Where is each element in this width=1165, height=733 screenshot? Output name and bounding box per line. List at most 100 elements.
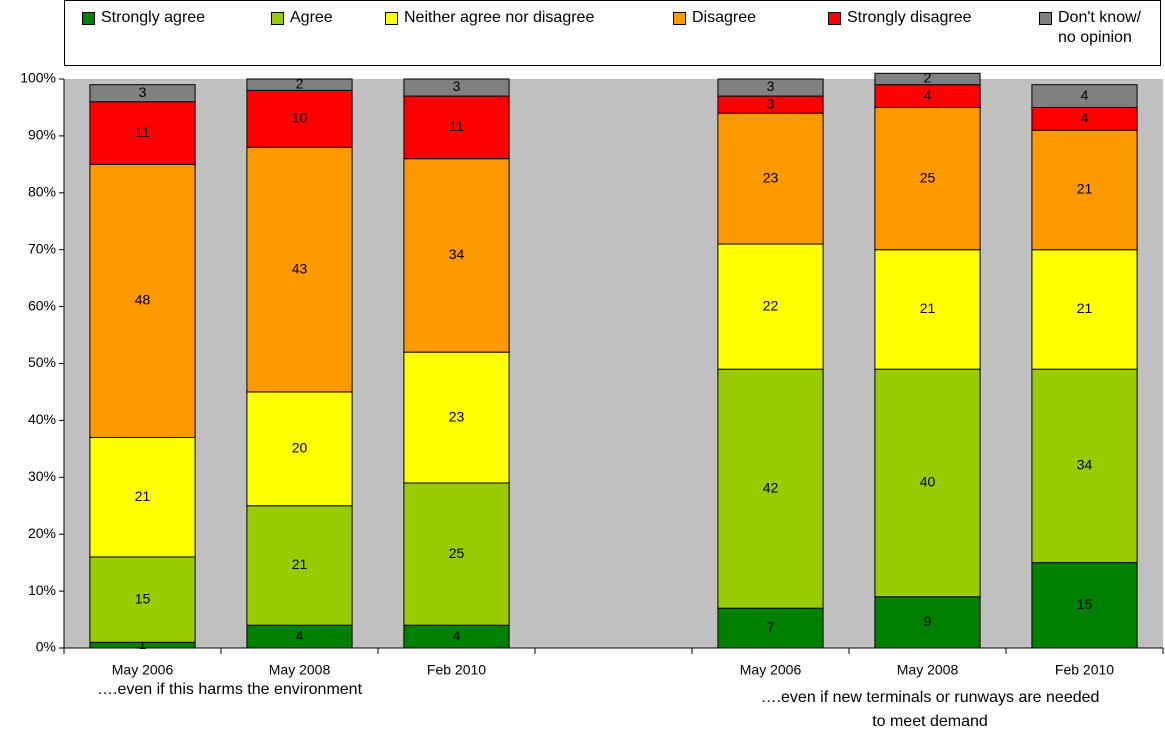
legend-item: Agree: [271, 8, 333, 28]
legend-item: Disagree: [673, 8, 756, 28]
data-label: 22: [763, 297, 779, 313]
legend-label: Neither agree nor disagree: [404, 9, 595, 26]
bar-segment: [1031, 249, 1138, 370]
legend: Strongly agree Agree Neither agree nor dis…: [64, 0, 1161, 66]
bar-segment: [874, 106, 981, 251]
data-label: 7: [767, 619, 775, 635]
data-label: 21: [920, 300, 936, 316]
legend-swatch: [828, 12, 841, 25]
data-label: 43: [292, 260, 308, 276]
bar-segment: [874, 368, 981, 598]
data-label: 21: [1077, 300, 1093, 316]
data-label: 3: [767, 78, 775, 94]
data-label: 15: [1077, 596, 1093, 612]
legend-label: Don't know/ no opinion: [1058, 9, 1142, 46]
legend-swatch: [82, 12, 95, 25]
bar-segment: [717, 368, 824, 609]
bar-segment: [717, 78, 824, 97]
bar-segment: [874, 72, 981, 86]
data-label: 20: [292, 440, 308, 456]
data-label: 42: [763, 479, 779, 495]
bar-segment: [874, 249, 981, 370]
data-label: 21: [292, 556, 308, 572]
y-tick-label: 0%: [36, 639, 56, 655]
y-tick-label: 70%: [28, 240, 56, 256]
bar-segment: [89, 556, 196, 643]
y-tick-label: 30%: [28, 468, 56, 484]
bar-segment: [246, 391, 353, 507]
bar-segment: [246, 78, 353, 91]
legend-item: Strongly disagree: [828, 8, 972, 28]
x-tick-label: Feb 2010: [427, 662, 486, 678]
data-label: 4: [296, 627, 304, 643]
y-tick-label: 40%: [28, 411, 56, 427]
data-label: 3: [767, 95, 775, 111]
data-label: 9: [924, 613, 932, 629]
legend-swatch: [673, 12, 686, 25]
legend-item: Strongly agree: [82, 8, 205, 28]
data-label: 2: [924, 70, 932, 86]
data-label: 15: [135, 590, 151, 606]
x-tick-label: Feb 2010: [1055, 662, 1114, 678]
bar-segment: [717, 243, 824, 370]
y-tick-label: 10%: [28, 582, 56, 598]
y-tick-label: 20%: [28, 525, 56, 541]
x-tick-label: May 2006: [740, 662, 802, 678]
data-label: 3: [139, 84, 147, 100]
bar-segment: [403, 95, 510, 160]
bar-segment: [89, 436, 196, 558]
group-label: ….even if new terminals or runways are n…: [760, 689, 1100, 730]
group-label: ….even if this harms the environment: [97, 681, 363, 698]
plot-area: [64, 79, 1163, 648]
bar-segment: [89, 84, 196, 103]
y-tick-label: 50%: [28, 354, 56, 370]
legend-item: Don't know/ no opinion: [1039, 8, 1149, 48]
bar-segment: [403, 351, 510, 484]
legend-label: Strongly agree: [101, 9, 206, 26]
bar-segment: [89, 163, 196, 438]
bar-segment: [1031, 129, 1138, 251]
bar-segment: [246, 146, 353, 393]
bar-segment: [89, 101, 196, 165]
legend-label: Disagree: [692, 9, 757, 26]
legend-swatch: [1039, 12, 1052, 25]
data-label: 10: [292, 110, 308, 126]
bar-segment: [246, 505, 353, 626]
data-label: 40: [920, 474, 936, 490]
bar-segment: [403, 78, 510, 97]
x-tick-label: May 2008: [897, 662, 959, 678]
bar-segment: [717, 112, 824, 245]
legend-label: Strongly disagree: [847, 9, 972, 26]
data-label: 23: [763, 169, 779, 185]
bar-segment: [246, 89, 353, 148]
data-label: 11: [135, 124, 150, 140]
data-label: 2: [296, 75, 304, 91]
x-tick-label: May 2008: [269, 662, 331, 678]
data-label: 21: [1077, 181, 1093, 197]
bar-segment: [717, 607, 824, 649]
legend-item: Neither agree nor disagree: [385, 8, 594, 28]
data-label: 4: [924, 87, 932, 103]
data-label: 4: [1081, 110, 1089, 126]
bar-segment: [403, 158, 510, 353]
bar-segment: [403, 482, 510, 626]
data-label: 21: [135, 488, 151, 504]
y-tick-label: 80%: [28, 184, 56, 200]
bar-segment: [874, 596, 981, 649]
data-label: 3: [453, 78, 461, 94]
data-label: 25: [920, 169, 936, 185]
data-label: 34: [449, 246, 465, 262]
data-label: 4: [453, 627, 461, 643]
y-tick-label: 60%: [28, 297, 56, 313]
data-label: 1: [139, 636, 147, 652]
legend-label: Agree: [290, 9, 333, 26]
data-label: 11: [449, 118, 464, 134]
y-tick-label: 90%: [28, 127, 56, 143]
bar-segment: [1031, 84, 1138, 108]
y-tick-label: 100%: [20, 70, 56, 86]
data-label: 48: [135, 292, 151, 308]
data-label: 25: [449, 545, 465, 561]
legend-swatch: [271, 12, 284, 25]
